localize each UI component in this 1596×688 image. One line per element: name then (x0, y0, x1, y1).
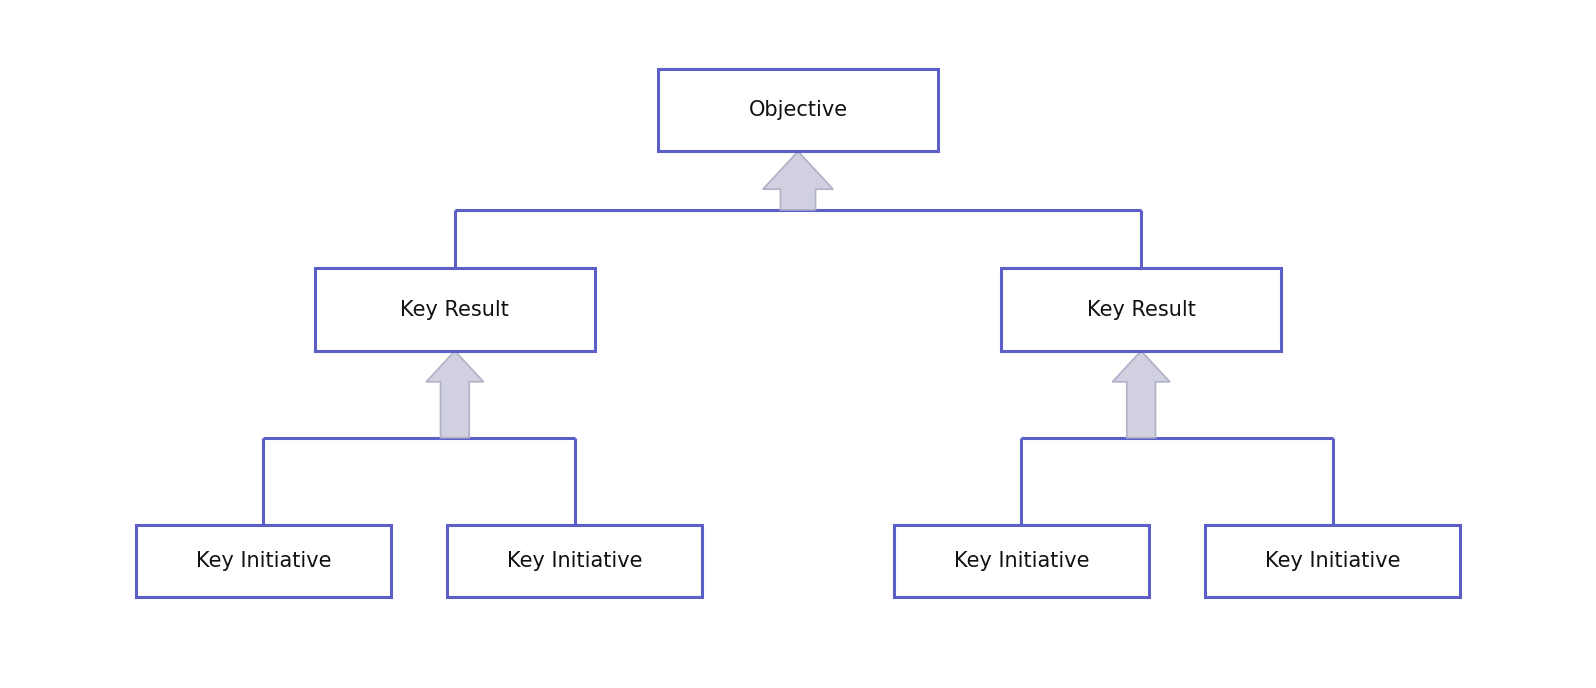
Polygon shape (763, 151, 833, 210)
FancyBboxPatch shape (658, 69, 937, 151)
Text: Key Initiative: Key Initiative (954, 550, 1088, 571)
Text: Key Initiative: Key Initiative (508, 550, 642, 571)
Text: Objective: Objective (749, 100, 847, 120)
FancyBboxPatch shape (447, 525, 702, 596)
FancyBboxPatch shape (136, 525, 391, 596)
Polygon shape (1112, 351, 1170, 438)
Text: Key Initiative: Key Initiative (196, 550, 330, 571)
Text: Key Initiative: Key Initiative (1266, 550, 1400, 571)
FancyBboxPatch shape (1002, 268, 1280, 351)
Text: Key Result: Key Result (1087, 299, 1195, 320)
Text: Key Result: Key Result (401, 299, 509, 320)
FancyBboxPatch shape (1205, 525, 1460, 596)
Polygon shape (426, 351, 484, 438)
FancyBboxPatch shape (894, 525, 1149, 596)
FancyBboxPatch shape (314, 268, 594, 351)
